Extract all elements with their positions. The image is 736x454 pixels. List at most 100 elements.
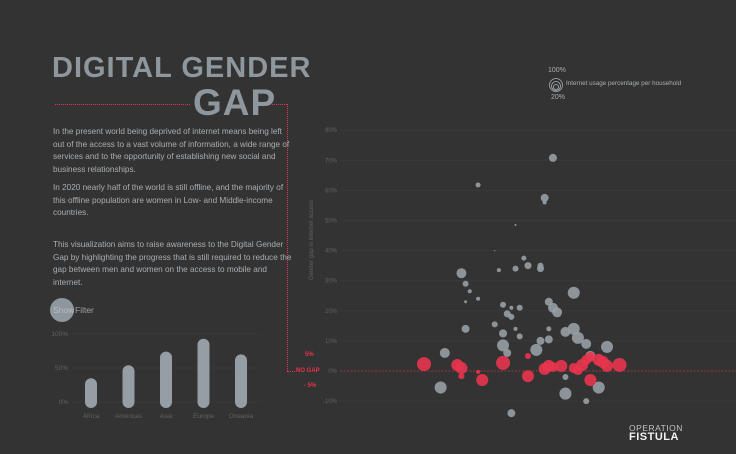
scatter-point-gap (546, 326, 552, 332)
scatter-point-gap (461, 324, 470, 333)
scatter-point-gap (601, 340, 614, 353)
scatter-point-gap (500, 301, 507, 308)
scatter-point-gap (524, 262, 532, 270)
scatter-point-gap (476, 296, 481, 301)
title-divider-right (270, 104, 287, 105)
scatter-point-gap (552, 307, 563, 318)
scatter-point-gap (467, 289, 472, 294)
scatter-point-gap (434, 381, 447, 394)
scatter-point-near-parity (521, 370, 535, 383)
bar-europe (197, 338, 210, 408)
scatter-point-gap (530, 343, 543, 356)
show-filter-label[interactable]: Show (53, 305, 75, 315)
scatter-point-near-parity (458, 373, 465, 380)
scatter-point-near-parity (496, 355, 511, 370)
scatter-point-gap (513, 326, 518, 331)
scatter-point-gap (439, 347, 450, 358)
legend-min-label: 20% (551, 94, 566, 101)
connector-tail (287, 371, 295, 372)
scatter-point-gap (536, 336, 545, 345)
scatter-point-near-parity (476, 374, 489, 387)
bar-xtick-label: Africa (83, 413, 100, 420)
scatter-point-near-parity (455, 361, 468, 375)
logo-operation: OPERATION (629, 423, 683, 433)
concentric-circles-icon (549, 78, 563, 92)
scatter-point-gap (521, 255, 527, 261)
title-divider-left (55, 104, 190, 105)
bar-xtick-label: Americas (115, 413, 143, 420)
legend-text: Internet usage percentage per household (566, 80, 682, 87)
scatter-ytick-label: 80% (325, 128, 338, 134)
intro-paragraph-1: In the present world being deprived of i… (53, 127, 290, 174)
scatter-ytick-label: 10% (325, 339, 338, 345)
annotation-no-gap: NO GAP (295, 368, 321, 374)
scatter-ytick-label: 20% (325, 309, 338, 315)
scatter-point-gap (514, 224, 517, 226)
scatter-point-gap (544, 335, 553, 344)
scatter-point-gap (567, 322, 580, 335)
scatter-point-gap (475, 182, 481, 188)
scatter-point-gap (562, 374, 569, 381)
scatter-point-gap (567, 286, 580, 299)
scatter-point-near-parity (555, 359, 568, 372)
bar-ytick-label: 0% (59, 399, 69, 406)
scatter-point-near-parity (476, 369, 481, 374)
scatter-ytick-label: 60% (325, 188, 338, 194)
scatter-point-near-parity (584, 374, 597, 387)
scatter-point-gap (559, 387, 572, 400)
bar-xtick-label: Europe (193, 413, 214, 420)
scatter-point-gap (462, 280, 469, 287)
scatter-point-gap (548, 153, 557, 162)
title-line-2: GAP (193, 82, 277, 123)
bar-ytick-label: 50% (55, 365, 68, 372)
scatter-point-gap (581, 338, 592, 349)
scatter-ytick-label: 30% (325, 279, 338, 285)
bar-oceania (235, 354, 247, 408)
annotation-plus-5: 5% (305, 352, 314, 358)
filter-label[interactable]: Filter (75, 305, 94, 315)
scatter-point-gap (494, 250, 496, 252)
scatter-point-near-parity (524, 352, 532, 359)
scatter-point-gap (464, 300, 468, 304)
scatter-point-gap (542, 200, 547, 205)
scatter-point-gap (592, 381, 605, 394)
scatter-point-gap (516, 333, 523, 340)
scatter-ytick-label: 40% (325, 249, 338, 255)
annotation-minus-5: - 5% (304, 383, 317, 389)
scatter-point-gap (456, 268, 467, 279)
scatter-point-gap (512, 265, 519, 272)
scatter-ytick-label: 70% (325, 158, 338, 164)
intro-paragraph-3: This visualization aims to raise awarene… (53, 240, 292, 287)
scatter-y-axis-label: Gender gap in internet access (309, 200, 315, 280)
scatter-point-gap (583, 398, 590, 405)
intro-paragraph-2: In 2020 nearly half of the world is stil… (53, 183, 284, 218)
bar-asia (160, 351, 172, 408)
scatter-point-gap (540, 193, 549, 202)
title-line-1: DIGITAL GENDER (52, 52, 312, 84)
scatter-point-gap (499, 329, 508, 338)
bar-xtick-label: Asia (160, 413, 173, 420)
scatter-point-near-parity (568, 363, 579, 373)
connector-line (287, 104, 288, 371)
scatter-point-gap (503, 348, 512, 357)
bar-ytick-label: 100% (51, 331, 68, 338)
logo-fistula: FISTULA (629, 431, 679, 443)
scatter-point-gap (509, 305, 514, 310)
scatter-point-gap (497, 339, 510, 352)
scatter-point-near-parity (601, 359, 614, 372)
scatter-point-gap (571, 331, 584, 344)
show-filter-toggle[interactable] (50, 298, 74, 322)
scatter-point-near-parity (417, 357, 431, 372)
scatter-point-gap (537, 262, 544, 269)
scatter-point-gap (491, 321, 498, 328)
scatter-point-near-parity (612, 357, 627, 372)
scatter-ytick-label: -10% (323, 399, 338, 405)
bar-africa (85, 378, 97, 408)
bar-americas (122, 365, 135, 408)
bar-xtick-label: Oceania (229, 413, 254, 420)
scatter-ytick-label: 0% (328, 369, 337, 375)
scatter-ytick-label: 50% (325, 219, 338, 225)
legend-max-label: 100% (548, 67, 566, 74)
scatter-point-gap (516, 304, 523, 311)
